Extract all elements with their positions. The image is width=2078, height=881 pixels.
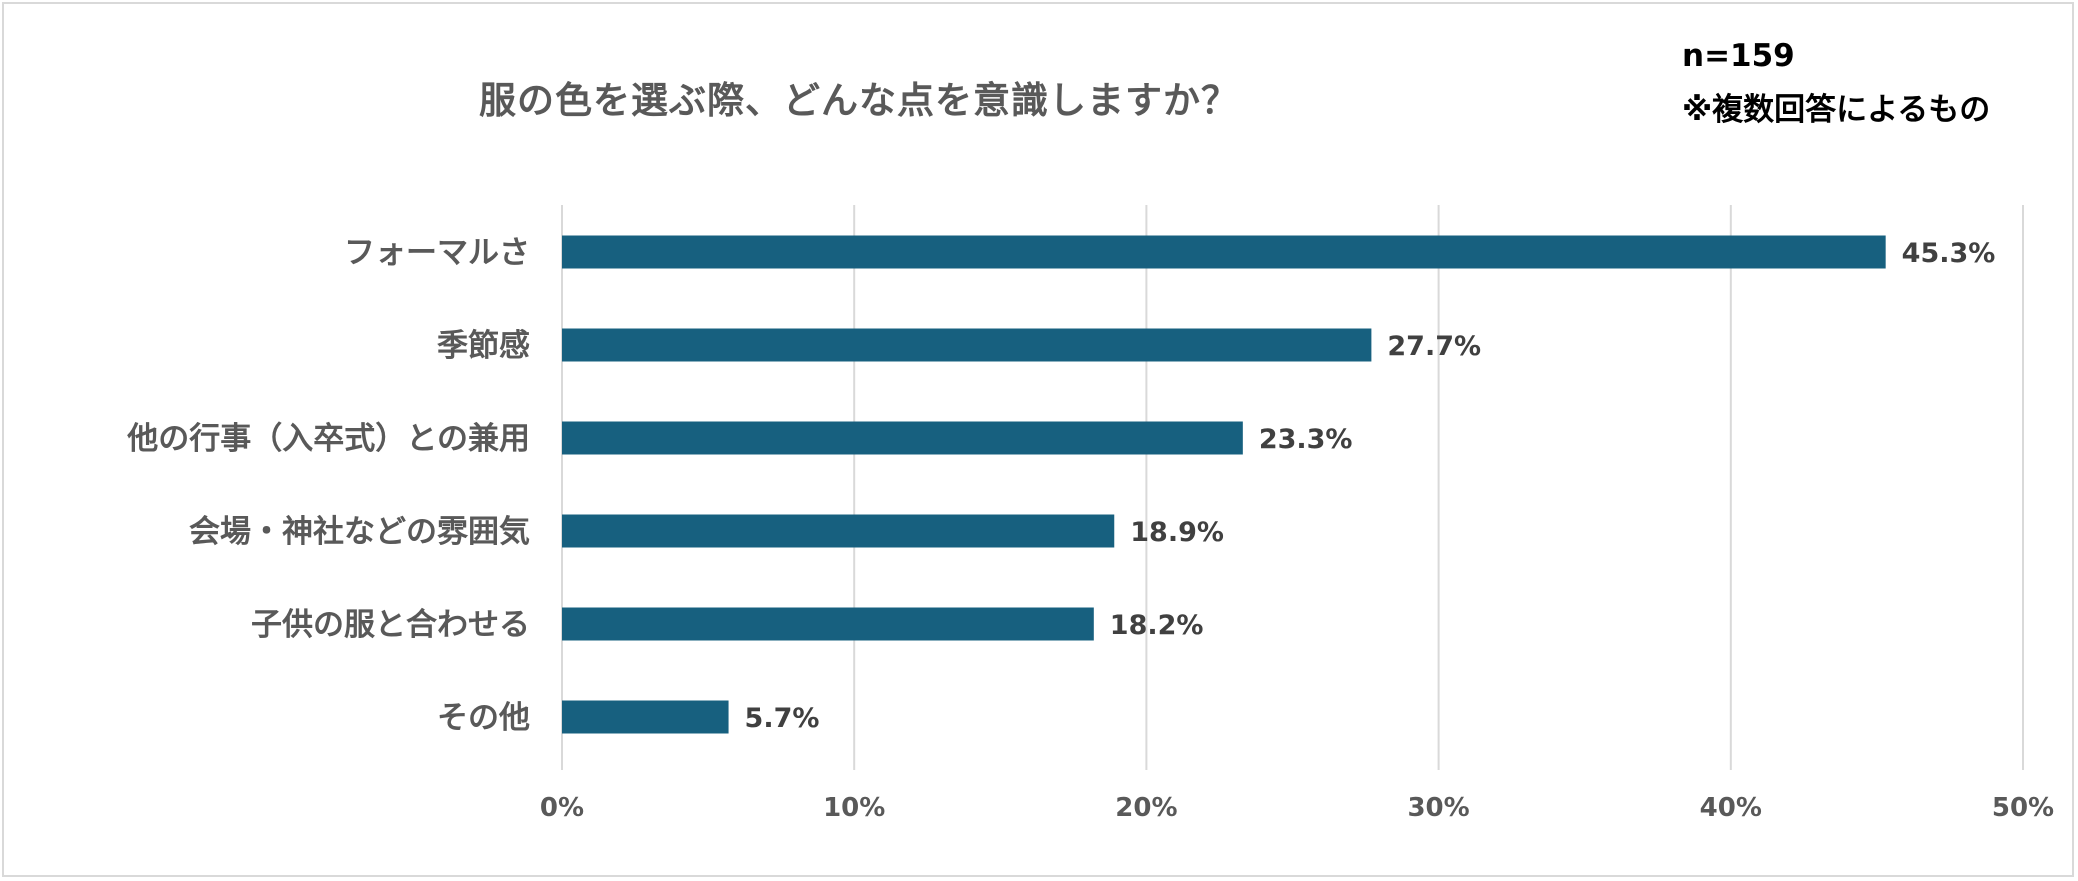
category-label-1: 季節感 xyxy=(437,328,530,364)
category-label-2: 他の行事（入卒式）との兼用 xyxy=(126,421,530,457)
sample-size-note: n=159 xyxy=(1682,38,1795,74)
gridlines xyxy=(561,205,2024,770)
x-tick-label-40: 40% xyxy=(1700,793,1762,823)
x-tick-label-30: 30% xyxy=(1407,793,1469,823)
x-tick-label-0: 0% xyxy=(540,793,584,823)
category-label-3: 会場・神社などの雰囲気 xyxy=(189,514,530,550)
value-labels: 45.3% 27.7% 23.3% 18.9% 18.2% 5.7% xyxy=(745,238,1996,734)
category-label-0: フォーマルさ xyxy=(344,235,530,271)
bars xyxy=(562,235,1886,734)
value-label-3: 18.9% xyxy=(1130,517,1224,548)
category-label-4: 子供の服と合わせる xyxy=(251,607,530,643)
x-tick-label-10: 10% xyxy=(823,793,885,823)
bar-0 xyxy=(562,235,1886,269)
value-label-0: 45.3% xyxy=(1902,238,1996,269)
x-axis-tick-labels: 0% 10% 20% 30% 40% 50% xyxy=(540,793,2054,823)
x-tick-label-50: 50% xyxy=(1992,793,2054,823)
bar-5 xyxy=(562,700,729,734)
bar-3 xyxy=(562,514,1115,548)
value-label-4: 18.2% xyxy=(1110,610,1204,641)
value-label-5: 5.7% xyxy=(745,703,820,734)
bar-2 xyxy=(562,421,1243,455)
category-labels: フォーマルさ季節感他の行事（入卒式）との兼用会場・神社などの雰囲気子供の服と合わ… xyxy=(126,235,530,736)
multiple-answer-note: ※複数回答によるもの xyxy=(1682,92,1991,128)
category-label-5: その他 xyxy=(437,700,530,736)
chart-title-container: 服の色を選ぶ際、どんな点を意識しますか？ xyxy=(0,70,2078,124)
value-label-1: 27.7% xyxy=(1387,331,1481,362)
bar-1 xyxy=(562,328,1372,362)
bar-4 xyxy=(562,607,1094,641)
value-label-2: 23.3% xyxy=(1259,424,1353,455)
x-tick-label-20: 20% xyxy=(1115,793,1177,823)
chart-title: 服の色を選ぶ際、どんな点を意識しますか？ xyxy=(479,79,1239,122)
